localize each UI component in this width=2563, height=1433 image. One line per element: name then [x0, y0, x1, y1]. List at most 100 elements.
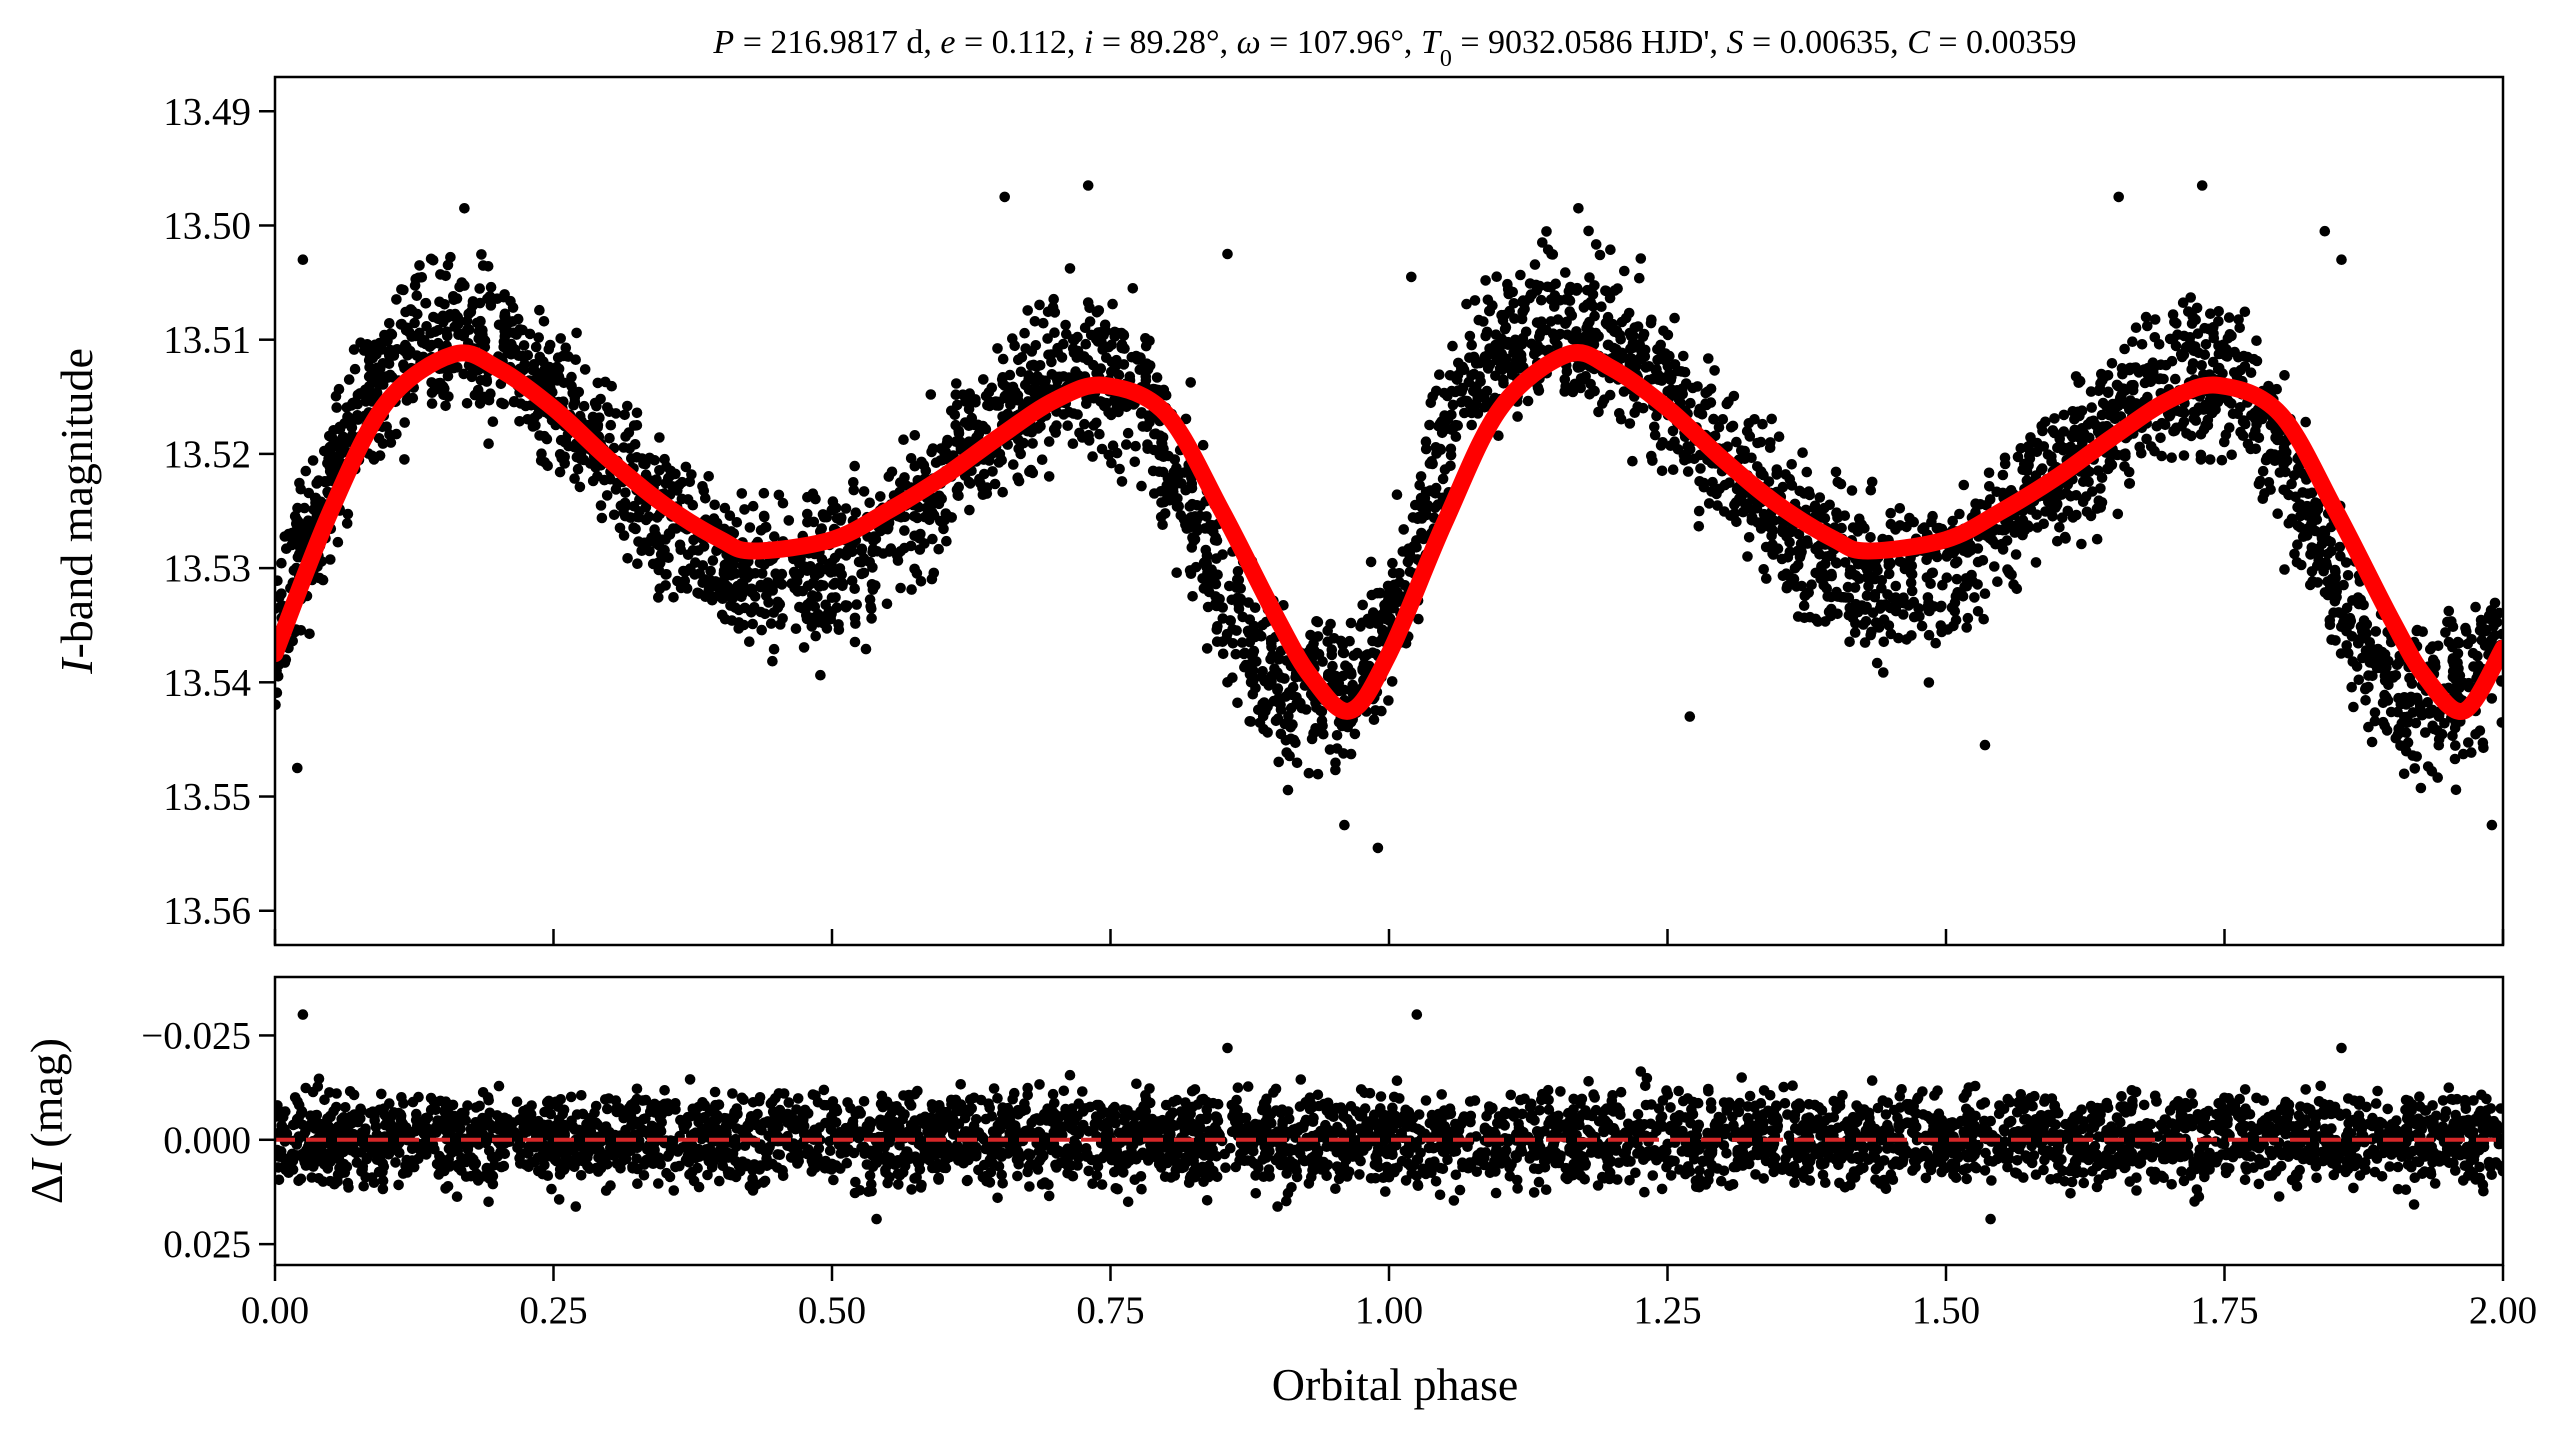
observation-point [2213, 306, 2224, 317]
observation-point [421, 321, 432, 332]
observation-point [1434, 369, 1445, 380]
observation-point [1452, 374, 1463, 385]
observation-point [1357, 600, 1368, 611]
observation-point [597, 513, 608, 524]
observation-point [1049, 424, 1060, 435]
top-y-axis-label: I-band magnitude [51, 348, 102, 675]
observation-point [2327, 589, 2338, 600]
observation-point [2249, 354, 2260, 365]
observation-point [826, 558, 837, 569]
observation-point [744, 636, 755, 647]
observation-point [2303, 508, 2314, 519]
observation-point [1037, 454, 1048, 465]
observation-point [2218, 340, 2229, 351]
observation-point [1777, 554, 1788, 565]
observation-point [531, 342, 542, 353]
observation-point [535, 352, 546, 363]
observation-point [375, 363, 386, 374]
observation-point [1638, 403, 1649, 414]
observation-point [2203, 415, 2214, 426]
observation-point [766, 618, 777, 629]
observation-point [1330, 671, 1341, 682]
observation-point [1765, 442, 1776, 453]
observation-point [399, 417, 410, 428]
observation-point [1949, 547, 1960, 558]
observation-point [1344, 636, 1355, 647]
observation-point [2179, 331, 2190, 342]
observation-point [2167, 356, 2178, 367]
observation-point [1668, 464, 1679, 475]
observation-point [1130, 457, 1141, 468]
observation-point [2460, 623, 2471, 634]
observation-point [663, 473, 674, 484]
observation-point [2300, 417, 2311, 428]
observation-point [1786, 527, 1797, 538]
observation-point [767, 656, 778, 667]
observation-point [470, 390, 481, 401]
observation-point [417, 272, 428, 283]
observation-point [1848, 613, 1859, 624]
observation-point [1461, 299, 1472, 310]
observation-point [2134, 442, 2145, 453]
observation-point [298, 254, 309, 265]
observation-point [676, 583, 687, 594]
observation-point [1096, 337, 1107, 348]
observation-point [883, 523, 894, 534]
observation-point [2086, 402, 2097, 413]
observation-point [2272, 508, 2283, 519]
observation-point [2226, 450, 2237, 461]
observation-point [1172, 493, 1183, 504]
observation-point [1231, 625, 1242, 636]
observation-point [462, 398, 473, 409]
observation-point [1984, 468, 1995, 479]
observation-point [1573, 203, 1584, 214]
observation-point [2354, 675, 2365, 686]
observation-point [1502, 279, 1513, 290]
observation-point [1044, 436, 1055, 447]
y-tick-label: 13.51 [163, 319, 251, 362]
observation-point [2131, 322, 2142, 333]
observation-point [2472, 651, 2483, 662]
observation-point [2038, 519, 2049, 530]
observation-point [1171, 567, 1182, 578]
observation-point [1083, 355, 1094, 366]
observation-point [2197, 180, 2208, 191]
observation-point [2170, 426, 2181, 437]
observation-point [1119, 359, 1130, 370]
observation-point [426, 253, 437, 264]
observation-point [1087, 451, 1098, 462]
observation-point [2336, 254, 2347, 265]
observation-point [1501, 354, 1512, 365]
observation-point [571, 328, 582, 339]
observation-point [1144, 336, 1155, 347]
observation-point [1697, 409, 1708, 420]
observation-point [2055, 440, 2066, 451]
observation-point [1304, 768, 1315, 779]
observation-point [675, 540, 686, 551]
observation-point [2127, 336, 2138, 347]
observation-point [1685, 398, 1696, 409]
observation-point [1536, 344, 1547, 355]
observation-point [2428, 655, 2439, 666]
observation-point [709, 500, 720, 511]
observation-point [1452, 420, 1463, 431]
residual-point [1787, 1080, 1798, 1091]
observation-point [1048, 302, 1059, 313]
observation-point [2475, 725, 2486, 736]
observation-point [1840, 510, 1851, 521]
observation-point [895, 583, 906, 594]
observation-point [2367, 737, 2378, 748]
observation-point [1761, 573, 1772, 584]
observation-point [1503, 289, 1514, 300]
observation-point [1204, 564, 1215, 575]
observation-point [828, 579, 839, 590]
observation-point [2480, 626, 2491, 637]
observation-point [1211, 553, 1222, 564]
residual-point [576, 1170, 587, 1181]
observation-point [1436, 444, 1447, 455]
observation-point [1699, 478, 1710, 489]
observation-point [869, 546, 880, 557]
observation-point [2410, 763, 2421, 774]
observation-point [478, 260, 489, 271]
